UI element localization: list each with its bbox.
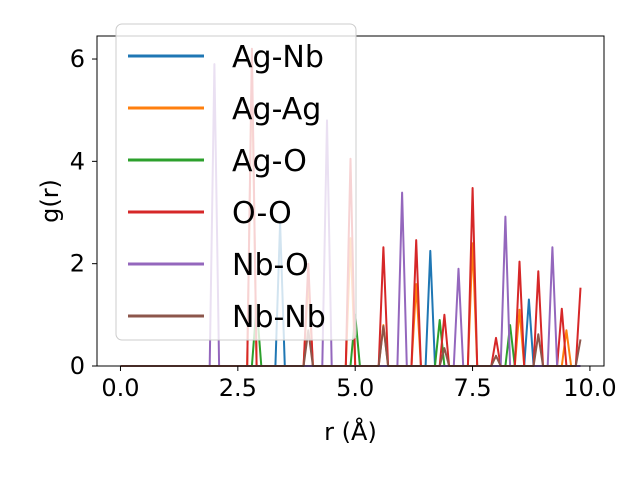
legend-label: Ag-Nb — [232, 40, 324, 75]
x-tick-label: 5.0 — [336, 374, 374, 402]
x-tick-label: 2.5 — [219, 374, 257, 402]
x-tick-label: 0.0 — [101, 374, 139, 402]
legend-label: O-O — [232, 196, 292, 231]
legend-label: Nb-Nb — [232, 300, 326, 335]
x-tick-label: 7.5 — [453, 374, 491, 402]
legend: Ag-Nb Ag-Ag Ag-O O-O Nb-O Nb-Nb — [115, 23, 357, 341]
legend-label: Ag-Ag — [232, 92, 321, 127]
legend-box — [115, 23, 357, 341]
x-tick-label: 10.0 — [563, 374, 616, 402]
y-tick-label: 6 — [70, 45, 85, 73]
y-axis-ticks: 0 2 4 6 — [70, 45, 97, 380]
x-axis-ticks: 0.0 2.5 5.0 7.5 10.0 — [101, 366, 617, 402]
legend-label: Nb-O — [232, 248, 309, 283]
y-tick-label: 4 — [70, 147, 85, 175]
y-tick-label: 2 — [70, 250, 85, 278]
y-axis-label: g(r) — [36, 179, 64, 223]
legend-label: Ag-O — [232, 144, 307, 179]
x-axis-label: r (Å) — [324, 417, 377, 446]
y-tick-label: 0 — [70, 352, 85, 380]
